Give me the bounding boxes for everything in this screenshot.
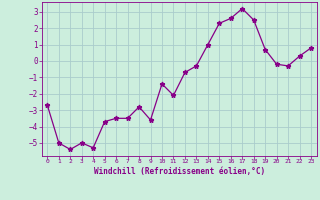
X-axis label: Windchill (Refroidissement éolien,°C): Windchill (Refroidissement éolien,°C) — [94, 167, 265, 176]
